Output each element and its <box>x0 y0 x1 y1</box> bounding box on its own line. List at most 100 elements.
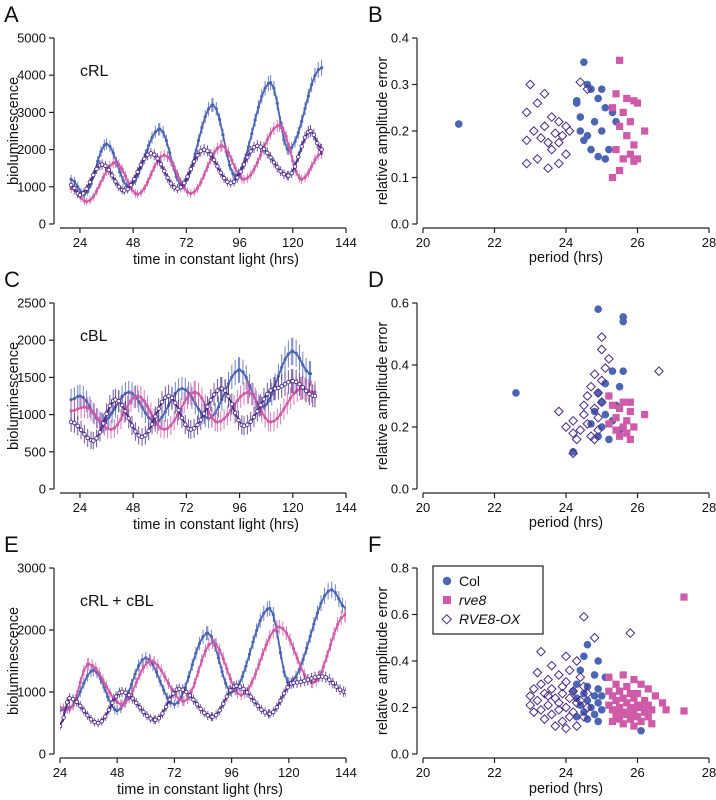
data-point-rve8 <box>608 173 617 182</box>
data-point-ox <box>198 417 204 423</box>
panel-b-letter: B <box>368 2 383 27</box>
data-point-col <box>597 692 606 700</box>
data-point-ox <box>159 399 165 405</box>
data-point-col <box>180 386 184 391</box>
data-point-col <box>308 372 313 376</box>
panel-d-marks <box>512 305 664 459</box>
data-point-ox <box>176 407 181 413</box>
data-point-rve8 <box>163 675 167 679</box>
x-tick-label: 48 <box>126 235 140 250</box>
data-point-ox <box>224 694 230 699</box>
data-point-ox <box>550 721 561 732</box>
panel-c-annotation: cBL <box>80 328 108 345</box>
data-point-rve8 <box>619 694 627 702</box>
data-point-ox <box>60 723 63 729</box>
data-point-ox <box>241 162 247 167</box>
data-point-rve8 <box>242 392 246 396</box>
data-point-rve8 <box>101 175 105 180</box>
data-point-ox <box>77 192 83 198</box>
data-point-col <box>224 681 228 685</box>
data-point-ox <box>92 719 97 725</box>
data-point-ox <box>126 692 132 698</box>
data-point-ox <box>274 705 280 710</box>
data-point-ox <box>125 186 130 192</box>
data-point-ox <box>571 697 582 708</box>
x-tick-label: 144 <box>335 235 357 250</box>
data-point-ox <box>178 184 184 190</box>
data-point-rve8 <box>291 646 296 651</box>
data-point-ox <box>532 695 543 706</box>
data-point-ox <box>561 676 571 687</box>
data-point-rve8 <box>608 401 617 409</box>
data-point-ox <box>168 181 174 186</box>
data-point-col <box>78 394 82 398</box>
data-point-rve8 <box>212 151 216 155</box>
data-point-rve8 <box>149 173 153 177</box>
data-point-rve8 <box>182 401 186 405</box>
panel-a-y-axis: 0 1000 2000 3000 4000 5000 <box>17 31 55 232</box>
y-tick-label: 1000 <box>17 685 46 700</box>
data-point-col <box>316 68 320 72</box>
data-point-ox <box>119 402 125 408</box>
data-point-ox <box>248 419 253 424</box>
data-point-ox <box>143 433 148 438</box>
data-point-col <box>305 646 309 650</box>
panel-f-x-axis: 20 22 24 26 28 <box>416 757 716 780</box>
data-point-rve8 <box>89 408 93 413</box>
data-point-ox <box>218 170 223 175</box>
data-point-rve8 <box>281 126 285 130</box>
data-point-rve8 <box>202 173 206 177</box>
data-point-rve8 <box>72 408 77 412</box>
data-point-col <box>161 130 165 134</box>
data-point-col <box>226 382 231 386</box>
data-point-ox <box>234 683 239 689</box>
data-point-rve8 <box>162 427 166 432</box>
legend-box <box>432 565 544 635</box>
x-tick-label: 20 <box>416 500 430 515</box>
panel-a-letter: A <box>4 2 19 27</box>
data-point-col <box>147 143 151 148</box>
panel-f-marks <box>525 593 688 735</box>
data-point-ox <box>119 689 125 695</box>
data-point-ox <box>309 676 314 681</box>
x-tick-label: 28 <box>702 500 716 515</box>
data-point-ox <box>568 428 579 439</box>
data-point-col <box>293 140 297 144</box>
data-point-col <box>286 352 290 356</box>
data-point-col <box>263 86 267 90</box>
data-point-ox <box>123 690 128 696</box>
data-point-rve8 <box>605 687 613 695</box>
data-point-rve8 <box>245 176 249 180</box>
data-point-ox <box>323 675 328 680</box>
data-point-col <box>333 590 337 595</box>
x-tick-label: 20 <box>416 235 430 250</box>
data-point-ox <box>593 412 604 423</box>
data-point-ox <box>130 696 135 701</box>
data-point-rve8 <box>123 701 128 705</box>
panel-f-letter: F <box>368 532 381 557</box>
data-point-ox <box>557 130 568 141</box>
data-point-rve8 <box>159 155 163 159</box>
panel-b: B 0.0 0.1 0.2 0.3 0.4 20 22 24 26 28 period (hrs… <box>368 2 716 266</box>
x-tick-label: 24 <box>559 235 573 250</box>
data-point-rve8 <box>344 612 346 617</box>
data-point-rve8 <box>299 665 303 669</box>
data-point-ox <box>299 144 304 149</box>
data-point-rve8 <box>177 697 181 701</box>
data-point-col <box>312 622 316 626</box>
data-point-rve8 <box>88 198 92 203</box>
data-point-ox <box>221 175 227 181</box>
data-point-ox <box>625 628 636 639</box>
data-point-col <box>253 118 257 122</box>
x-tick-label: 20 <box>416 765 430 780</box>
data-point-ox <box>557 716 568 727</box>
data-point-ox <box>578 611 589 622</box>
data-point-rve8 <box>141 665 146 669</box>
data-point-ox <box>528 126 539 136</box>
data-point-col <box>291 349 295 353</box>
data-point-col <box>183 388 187 392</box>
data-point-ox <box>305 677 311 682</box>
data-point-rve8 <box>616 432 624 440</box>
data-point-ox <box>87 179 93 185</box>
data-point-rve8 <box>313 158 317 162</box>
